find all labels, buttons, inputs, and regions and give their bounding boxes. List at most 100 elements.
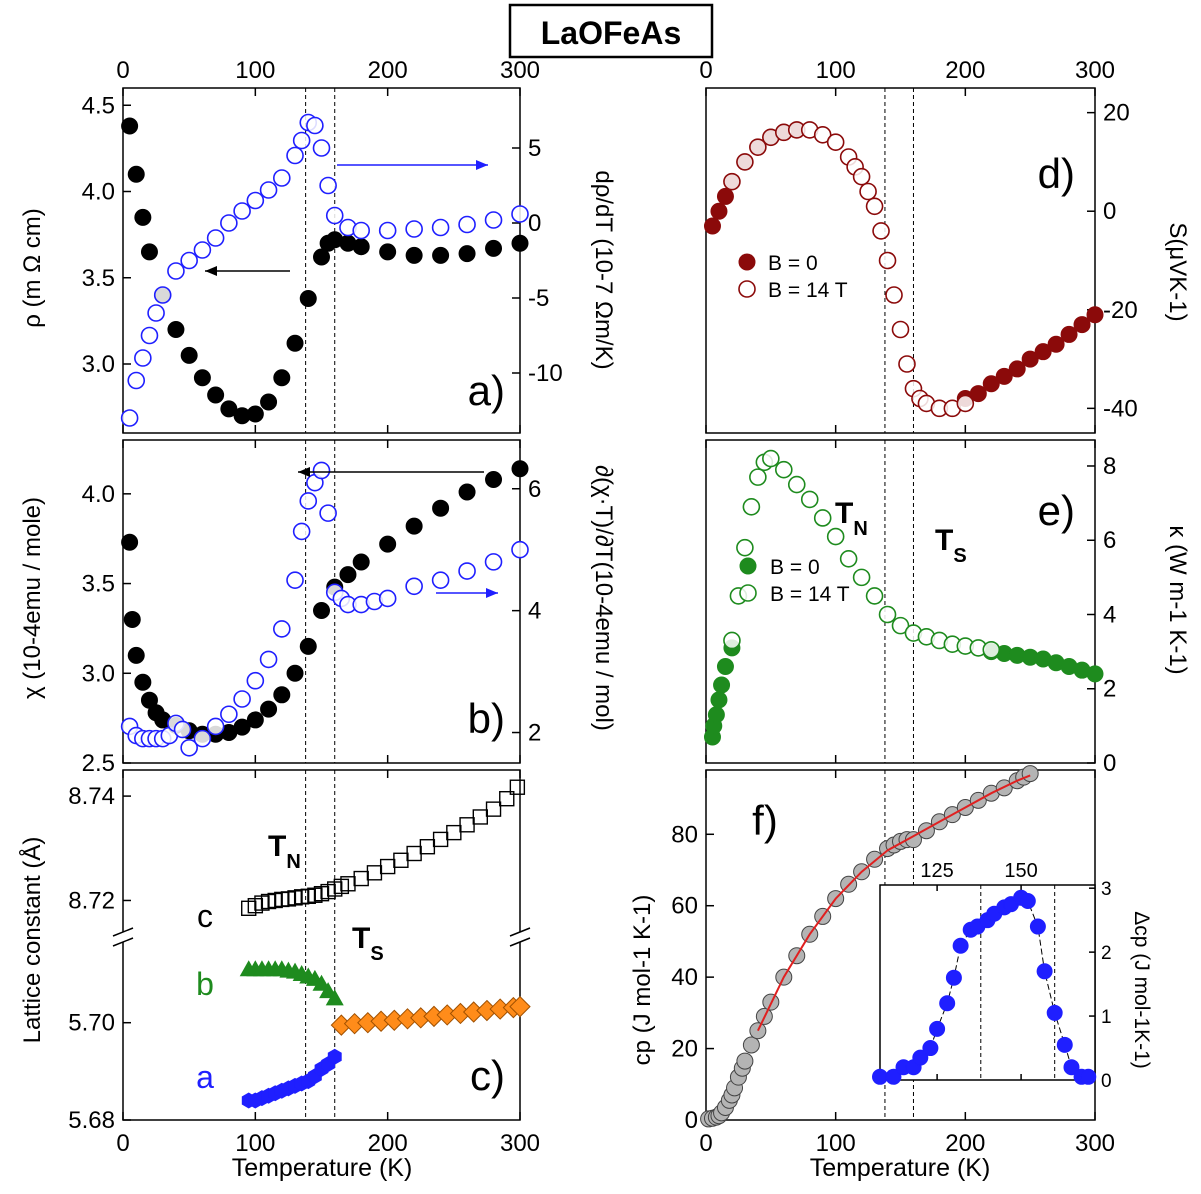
data-point-c-latc [509, 779, 526, 795]
data-point-e-k14 [749, 468, 767, 486]
data-point-e-k14 [800, 490, 819, 509]
arrow-left-b-head [298, 467, 310, 477]
data-point-a-rho [458, 245, 476, 263]
data-point-c-latc [379, 858, 396, 875]
data-point-d-s14 [813, 126, 832, 144]
y-tick-label-right-d: 20 [1103, 100, 1130, 127]
data-point-e-k0 [713, 676, 731, 694]
panel-label-c: c) [470, 1052, 505, 1099]
data-point-e-k14 [852, 568, 871, 587]
data-point-e-k0 [707, 706, 725, 724]
data-point-d-s14 [885, 286, 903, 304]
data-point-b-chi [246, 711, 264, 729]
data-point-d-s0 [1060, 325, 1078, 343]
ts-sub-c: S [370, 943, 383, 965]
data-point-c-latc [499, 791, 515, 807]
legend-marker-e [739, 557, 757, 575]
data-point-e-k0 [716, 657, 734, 675]
y-tick-label-c: 5.68 [68, 1107, 115, 1134]
label-b-axis: b [196, 966, 214, 1002]
data-point-a-drho [167, 262, 185, 280]
panel-frame-e [705, 439, 1096, 764]
legend-label-e: B = 0 [770, 556, 820, 579]
data-point-a-drho [272, 169, 291, 187]
inset-y-tick-label: 1 [1101, 1007, 1112, 1028]
x-axis-label-right: Temperature (K) [810, 1154, 991, 1182]
inset-x-tick-label: 125 [920, 860, 953, 882]
panel-frame-d [705, 87, 1096, 434]
inset-data-point [1029, 918, 1046, 935]
ylabel-c: Lattice constant (Å) [18, 837, 46, 1044]
x-tick-label-top-d: 200 [945, 57, 985, 84]
data-point-e-k14 [826, 527, 845, 546]
data-point-d-s0 [1047, 335, 1065, 353]
y-tick-label-f: 20 [671, 1036, 698, 1063]
arrow-right-a-head [476, 160, 488, 170]
y-tick-label-right-d: -40 [1103, 395, 1138, 422]
y-tick-label-b: 3.0 [82, 660, 115, 687]
data-point-e-k0 [1086, 665, 1104, 683]
y-tick-label-f: 40 [671, 964, 698, 991]
inset-data-point [885, 1068, 902, 1085]
x-tick-label-f: 100 [816, 1130, 856, 1157]
data-point-a-rho [299, 289, 317, 307]
data-point-d-s14 [865, 197, 884, 216]
data-point-a-drho [193, 241, 212, 259]
legend-marker-d [738, 253, 756, 271]
inset-data-point [1046, 1004, 1063, 1021]
data-point-b-chi [352, 553, 370, 571]
data-point-a-rho [405, 246, 423, 264]
data-point-d-s14 [826, 133, 845, 152]
data-point-d-s0 [982, 375, 1000, 393]
data-point-e-k14 [982, 640, 1001, 659]
inset-data-point [929, 1020, 946, 1037]
inset-y-tick-label: 2 [1101, 943, 1112, 964]
y-tick-label-right-e: 8 [1103, 453, 1116, 480]
arrow-right-b-head [486, 588, 498, 598]
data-point-b-chi [299, 637, 317, 655]
plot-area: 0 100 200 3003.03.54.04.5-10-505a)2.53.03.5… [68, 57, 1153, 1157]
data-point-e-k0 [710, 691, 728, 709]
data-point-a-drho [120, 409, 139, 427]
data-point-b-chi [134, 673, 152, 691]
y-tick-label-right-b: 4 [528, 598, 541, 625]
data-point-d-s14 [859, 182, 877, 201]
inset-data-point [1056, 1036, 1073, 1053]
data-point-a-drho [220, 214, 238, 232]
data-point-c-latc [366, 865, 383, 881]
data-point-b-dchi [405, 577, 423, 596]
data-point-b-dchi [312, 461, 331, 480]
ts-label-c: TS [352, 922, 384, 965]
data-point-e-k14 [891, 616, 910, 635]
panel-label-a: a) [468, 367, 505, 414]
data-point-c-latc [419, 839, 436, 855]
data-point-a-rho [313, 248, 330, 266]
data-point-b-chi [121, 533, 139, 551]
data-point-f-cp [736, 1052, 754, 1070]
data-point-a-drho [233, 202, 251, 220]
axis-break-mark [509, 937, 531, 947]
axis-break-gap [511, 932, 529, 942]
axis-break-mark [112, 937, 134, 947]
panel-frame-b [122, 439, 521, 764]
data-point-a-rho [273, 369, 291, 387]
ylabel-right-d: S(μVK-1) [1164, 222, 1191, 321]
data-point-f-cp [749, 1022, 767, 1040]
data-point-b-chi [313, 601, 330, 619]
y-tick-label-right-a: -5 [528, 285, 549, 312]
y-tick-label-right-e: 4 [1103, 601, 1116, 628]
y-tick-label-c: 5.70 [68, 1010, 115, 1037]
data-point-e-k14 [742, 498, 761, 516]
data-point-b-dchi [458, 562, 476, 580]
data-point-a-drho [134, 349, 152, 367]
y-tick-label-a: 3.0 [82, 351, 115, 378]
label-a-axis: a [196, 1059, 214, 1095]
data-point-a-drho [180, 251, 198, 270]
data-point-d-s14 [898, 355, 916, 373]
y-tick-label-right-e: 0 [1103, 750, 1116, 777]
data-point-a-rho [127, 165, 145, 183]
data-point-c-latc [393, 852, 409, 868]
y-tick-label-b: 2.5 [82, 750, 115, 777]
y-tick-label-right-a: 0 [528, 210, 541, 237]
fit-line-f [756, 774, 1031, 1032]
